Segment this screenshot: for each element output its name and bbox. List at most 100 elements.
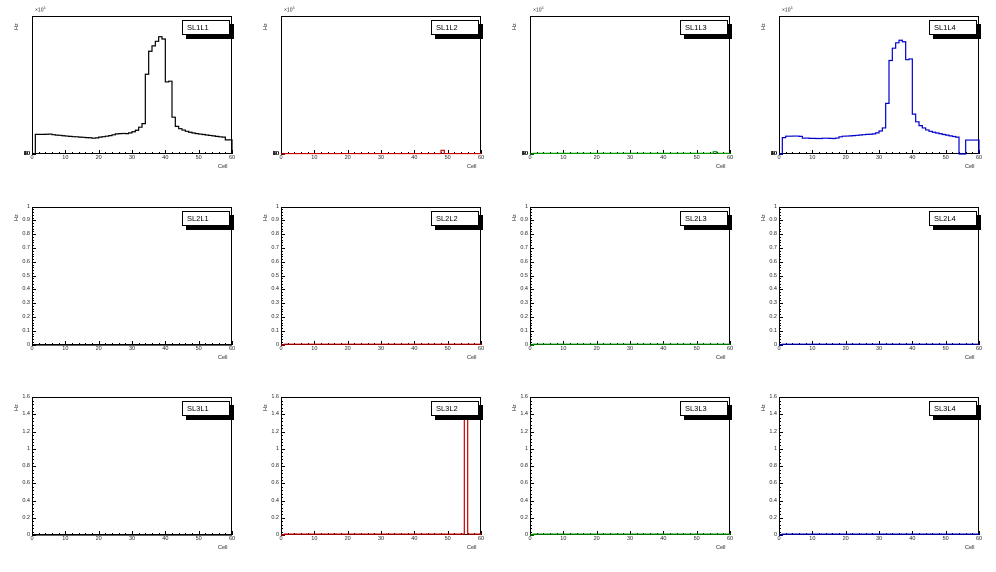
- y-tick-label: 0.3: [769, 300, 777, 307]
- legend-box[interactable]: [680, 20, 728, 35]
- y-tick-minor: [32, 400, 34, 402]
- legend-box[interactable]: [431, 210, 479, 226]
- x-tick-minor: [118, 152, 120, 154]
- y-tick-label: 80: [23, 150, 30, 157]
- x-tick-label: 60: [228, 536, 236, 543]
- series-path: [32, 36, 233, 155]
- legend-label: SL2L2: [436, 213, 458, 223]
- y-tick-major: [530, 466, 534, 468]
- y-tick-label: 80: [521, 150, 528, 157]
- x-tick-minor: [178, 342, 180, 345]
- y-tick-minor: [530, 333, 532, 335]
- x-tick-minor: [125, 342, 127, 345]
- y-tick-label: 0: [524, 151, 528, 157]
- x-tick-label: 10: [62, 155, 69, 161]
- x-axis-title: Cell: [218, 354, 228, 361]
- legend-box[interactable]: [929, 20, 977, 35]
- legend-box[interactable]: [680, 210, 728, 226]
- y-tick-major: [281, 289, 285, 291]
- y-tick-label: 1.2: [769, 428, 777, 435]
- x-tick-major: [414, 531, 416, 536]
- x-tick-minor: [885, 152, 887, 154]
- y-tick-major: [32, 316, 36, 318]
- x-tick-minor: [839, 152, 840, 154]
- y-tick-minor: [32, 438, 34, 440]
- x-tick-major: [314, 340, 316, 345]
- y-tick-major: [32, 275, 36, 277]
- y-tick-minor: [281, 404, 283, 406]
- plot-frame: [530, 206, 730, 345]
- x-tick-minor: [205, 342, 207, 345]
- y-tick-minor: [530, 493, 532, 495]
- legend-box[interactable]: [182, 210, 230, 226]
- y-tick-minor: [779, 308, 781, 310]
- y-tick-major: [779, 466, 783, 468]
- y-tick-label: 10: [23, 150, 30, 157]
- x-tick-major: [730, 531, 731, 536]
- legend-box[interactable]: [431, 20, 479, 35]
- y-tick-label: 0: [524, 341, 528, 348]
- x-tick-label: 50: [195, 345, 202, 352]
- y-tick-minor: [779, 305, 781, 307]
- y-tick-minor: [779, 236, 781, 238]
- x-tick-label: 40: [909, 345, 916, 352]
- y-tick-minor: [281, 209, 283, 211]
- x-tick-label: 50: [942, 155, 949, 161]
- y-tick-major: [32, 261, 36, 263]
- legend-box[interactable]: [929, 210, 977, 226]
- y-tick-minor: [779, 228, 781, 230]
- y-tick-major: [779, 206, 783, 208]
- x-tick-label: 60: [975, 536, 983, 543]
- y-tick-label: 40: [23, 150, 30, 157]
- x-tick-major: [812, 340, 814, 345]
- y-tick-minor: [530, 504, 532, 506]
- y-tick-major: [779, 247, 783, 249]
- legend-box[interactable]: [182, 401, 230, 417]
- legend-box[interactable]: [929, 401, 977, 417]
- legend-box[interactable]: [182, 20, 230, 35]
- x-tick-major: [879, 531, 880, 536]
- y-tick-label: 10: [521, 150, 528, 157]
- legend-box[interactable]: [680, 401, 728, 417]
- legend-box[interactable]: [431, 401, 479, 417]
- x-tick-minor: [185, 533, 187, 536]
- x-tick-minor: [192, 533, 193, 536]
- y-tick-label: 30: [272, 150, 279, 157]
- y-tick-label: 0.7: [271, 244, 279, 251]
- x-tick-major: [414, 340, 416, 345]
- x-tick-minor: [892, 152, 894, 154]
- y-tick-minor: [32, 308, 34, 310]
- x-tick-minor: [212, 342, 213, 345]
- y-tick-major: [530, 316, 534, 318]
- y-tick-major: [281, 466, 285, 468]
- x-tick-label: 60: [726, 345, 734, 352]
- plot-frame: [32, 16, 232, 154]
- y-tick-minor: [530, 270, 532, 272]
- y-tick-minor: [32, 228, 34, 230]
- plot-panel-sl3l2: Hz 0 0.2 0.4 0.6 0.8 1 1.2 1.4 1.6 0 10 20 30 40 50 60 Ce…: [249, 381, 498, 572]
- data-series-sl1l3: [530, 151, 731, 155]
- y-tick-label: 0.8: [22, 463, 30, 470]
- x-tick-major: [32, 531, 33, 536]
- x-tick-minor: [58, 533, 60, 536]
- y-tick-minor: [779, 239, 781, 241]
- y-tick-minor: [281, 507, 283, 509]
- y-tick-minor: [32, 231, 34, 233]
- x-tick-major: [381, 340, 382, 345]
- y-tick-minor: [779, 521, 781, 523]
- x-tick-minor: [145, 342, 147, 345]
- x-tick-major: [845, 531, 847, 536]
- y-tick-label: 1: [275, 445, 279, 452]
- y-tick-minor: [530, 400, 532, 402]
- x-tick-major: [281, 531, 282, 536]
- x-tick-label: 10: [311, 155, 318, 161]
- y-tick-minor: [530, 259, 532, 261]
- x-tick-major: [98, 340, 100, 345]
- y-tick-minor: [530, 278, 532, 280]
- y-tick-label: 30: [23, 150, 30, 157]
- y-tick-major: [281, 316, 285, 318]
- y-tick-label: 1.2: [271, 428, 279, 435]
- x-tick-major: [481, 531, 482, 536]
- y-tick-minor: [779, 445, 781, 447]
- y-tick-minor: [281, 305, 283, 307]
